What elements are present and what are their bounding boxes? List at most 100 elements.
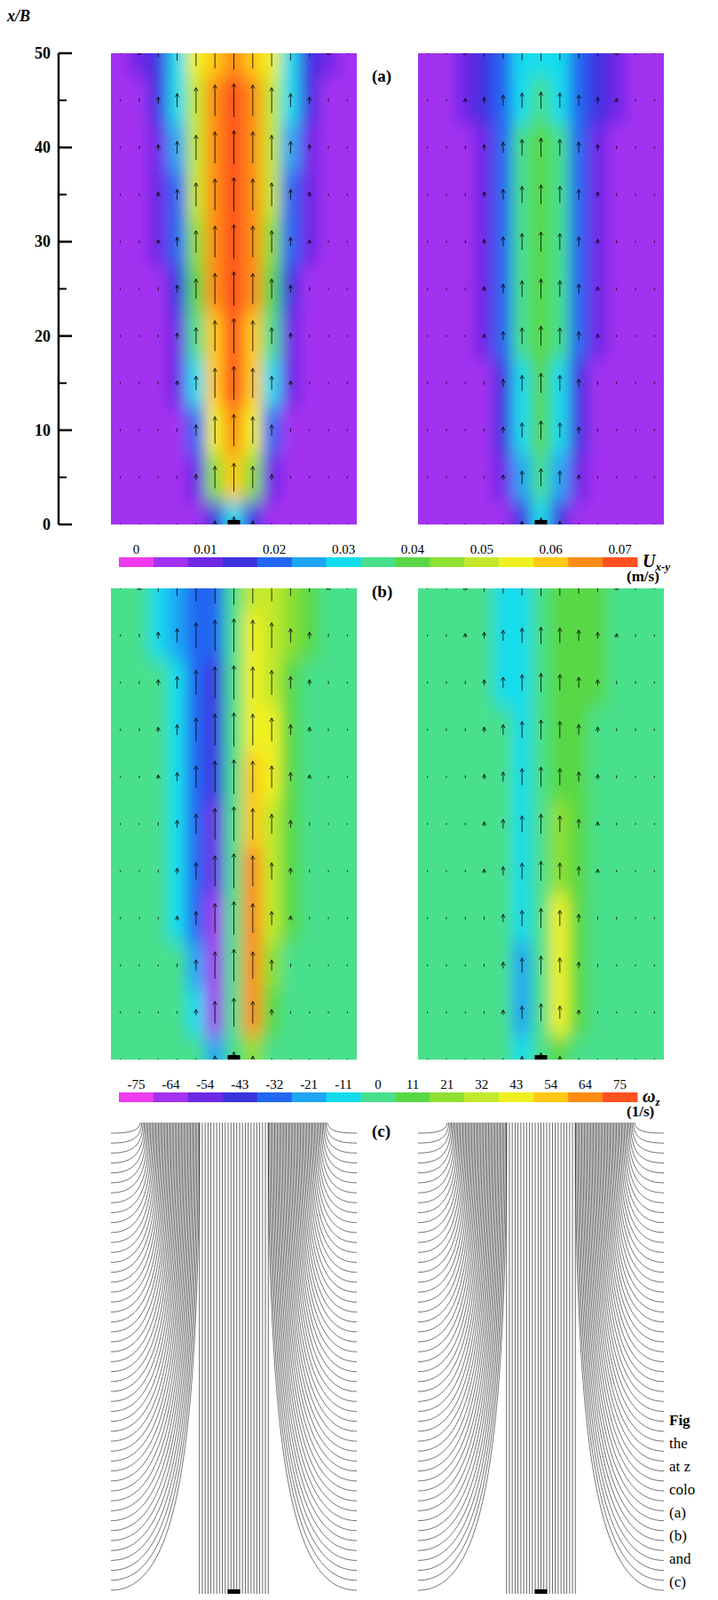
field-cell: [261, 76, 282, 125]
vector: [445, 99, 447, 103]
vector: [597, 523, 599, 525]
field-cell: [473, 406, 494, 455]
field-cell: [243, 799, 263, 848]
vector: [174, 189, 179, 201]
field-cell: [299, 941, 320, 990]
vector: [119, 240, 121, 243]
field-cell: [436, 76, 457, 125]
colorbar-tick-label: 0.02: [262, 542, 286, 557]
vector: [558, 186, 562, 204]
field-cell: [299, 611, 320, 660]
vector: [213, 320, 217, 351]
vector: [174, 332, 179, 340]
vector: [347, 964, 348, 967]
streamline: [418, 1122, 462, 1243]
streamline: [418, 1122, 489, 1452]
field-cell: [299, 312, 320, 361]
field-cell: [625, 359, 646, 408]
field-cell: [530, 217, 551, 266]
streamline: [418, 1122, 499, 1531]
nozzle: [228, 1055, 241, 1060]
field-cell: [205, 453, 225, 502]
field-cell: [223, 53, 244, 78]
vector: [595, 774, 600, 781]
field-cell: [110, 799, 131, 848]
field-cell: [166, 894, 187, 943]
vector: [307, 192, 312, 198]
field-cell: [473, 1035, 494, 1060]
vector: [576, 677, 581, 688]
field-cell: [318, 988, 339, 1037]
vector: [576, 630, 581, 641]
streamline: [286, 1122, 357, 1452]
vector: [138, 822, 140, 825]
vector: [328, 917, 330, 920]
field-cell: [550, 588, 570, 613]
field-cell: [186, 1035, 206, 1060]
field-cell: [129, 752, 150, 801]
field-cell: [530, 359, 551, 408]
field-cell: [318, 359, 339, 408]
vector: [501, 630, 505, 641]
field-cell: [587, 799, 608, 848]
vector: [501, 819, 505, 829]
field-cell: [148, 123, 168, 172]
vector: [520, 375, 524, 392]
streamline: [110, 1122, 151, 1214]
vector: [520, 186, 524, 204]
field-cell: [512, 658, 532, 707]
field-cell: [530, 752, 551, 801]
field-cell: [299, 123, 320, 172]
vector: [595, 588, 600, 592]
y-tick-label: 20: [34, 327, 51, 346]
field-cell: [243, 658, 263, 707]
streamline: [110, 1122, 166, 1333]
vector: [501, 867, 505, 876]
streamline: [236, 1122, 237, 1594]
vector: [251, 417, 255, 444]
vector: [538, 813, 543, 834]
field-cell: [644, 312, 664, 361]
vector: [176, 428, 178, 433]
field-cell: [318, 894, 339, 943]
vector: [347, 53, 348, 55]
streamline: [110, 1122, 169, 1352]
field-cell: [223, 406, 244, 455]
vector: [465, 240, 466, 244]
field-cell: [186, 894, 206, 943]
vector: [213, 368, 217, 398]
field-cell: [455, 53, 475, 78]
vector: [119, 869, 121, 872]
field-cell: [299, 894, 320, 943]
vector: [558, 233, 562, 251]
field-cell: [261, 752, 282, 801]
streamline: [598, 1122, 664, 1412]
vector: [119, 99, 121, 102]
vector: [119, 822, 121, 825]
vector: [174, 867, 179, 875]
streamline: [233, 1122, 235, 1594]
vector: [174, 588, 179, 596]
field-cell: [205, 847, 225, 896]
vector: [156, 192, 160, 198]
field-cell: [243, 988, 263, 1037]
vector: [481, 53, 486, 57]
vector: [328, 633, 330, 638]
vector: [463, 588, 467, 591]
field-cell: [625, 123, 646, 172]
streamline: [632, 1122, 664, 1144]
vector: [174, 628, 179, 642]
vector: [269, 327, 274, 345]
streamline: [579, 1122, 664, 1561]
streamline: [418, 1122, 461, 1233]
vector: [328, 98, 330, 103]
vector: [157, 381, 159, 385]
field-cell: [436, 1035, 457, 1060]
streamline: [572, 1122, 574, 1594]
field-cell: [568, 312, 589, 361]
field-cell: [110, 53, 131, 78]
field-cell: [493, 894, 513, 943]
field-cell: [607, 988, 627, 1037]
field-cell: [644, 799, 664, 848]
vector: [558, 674, 562, 691]
